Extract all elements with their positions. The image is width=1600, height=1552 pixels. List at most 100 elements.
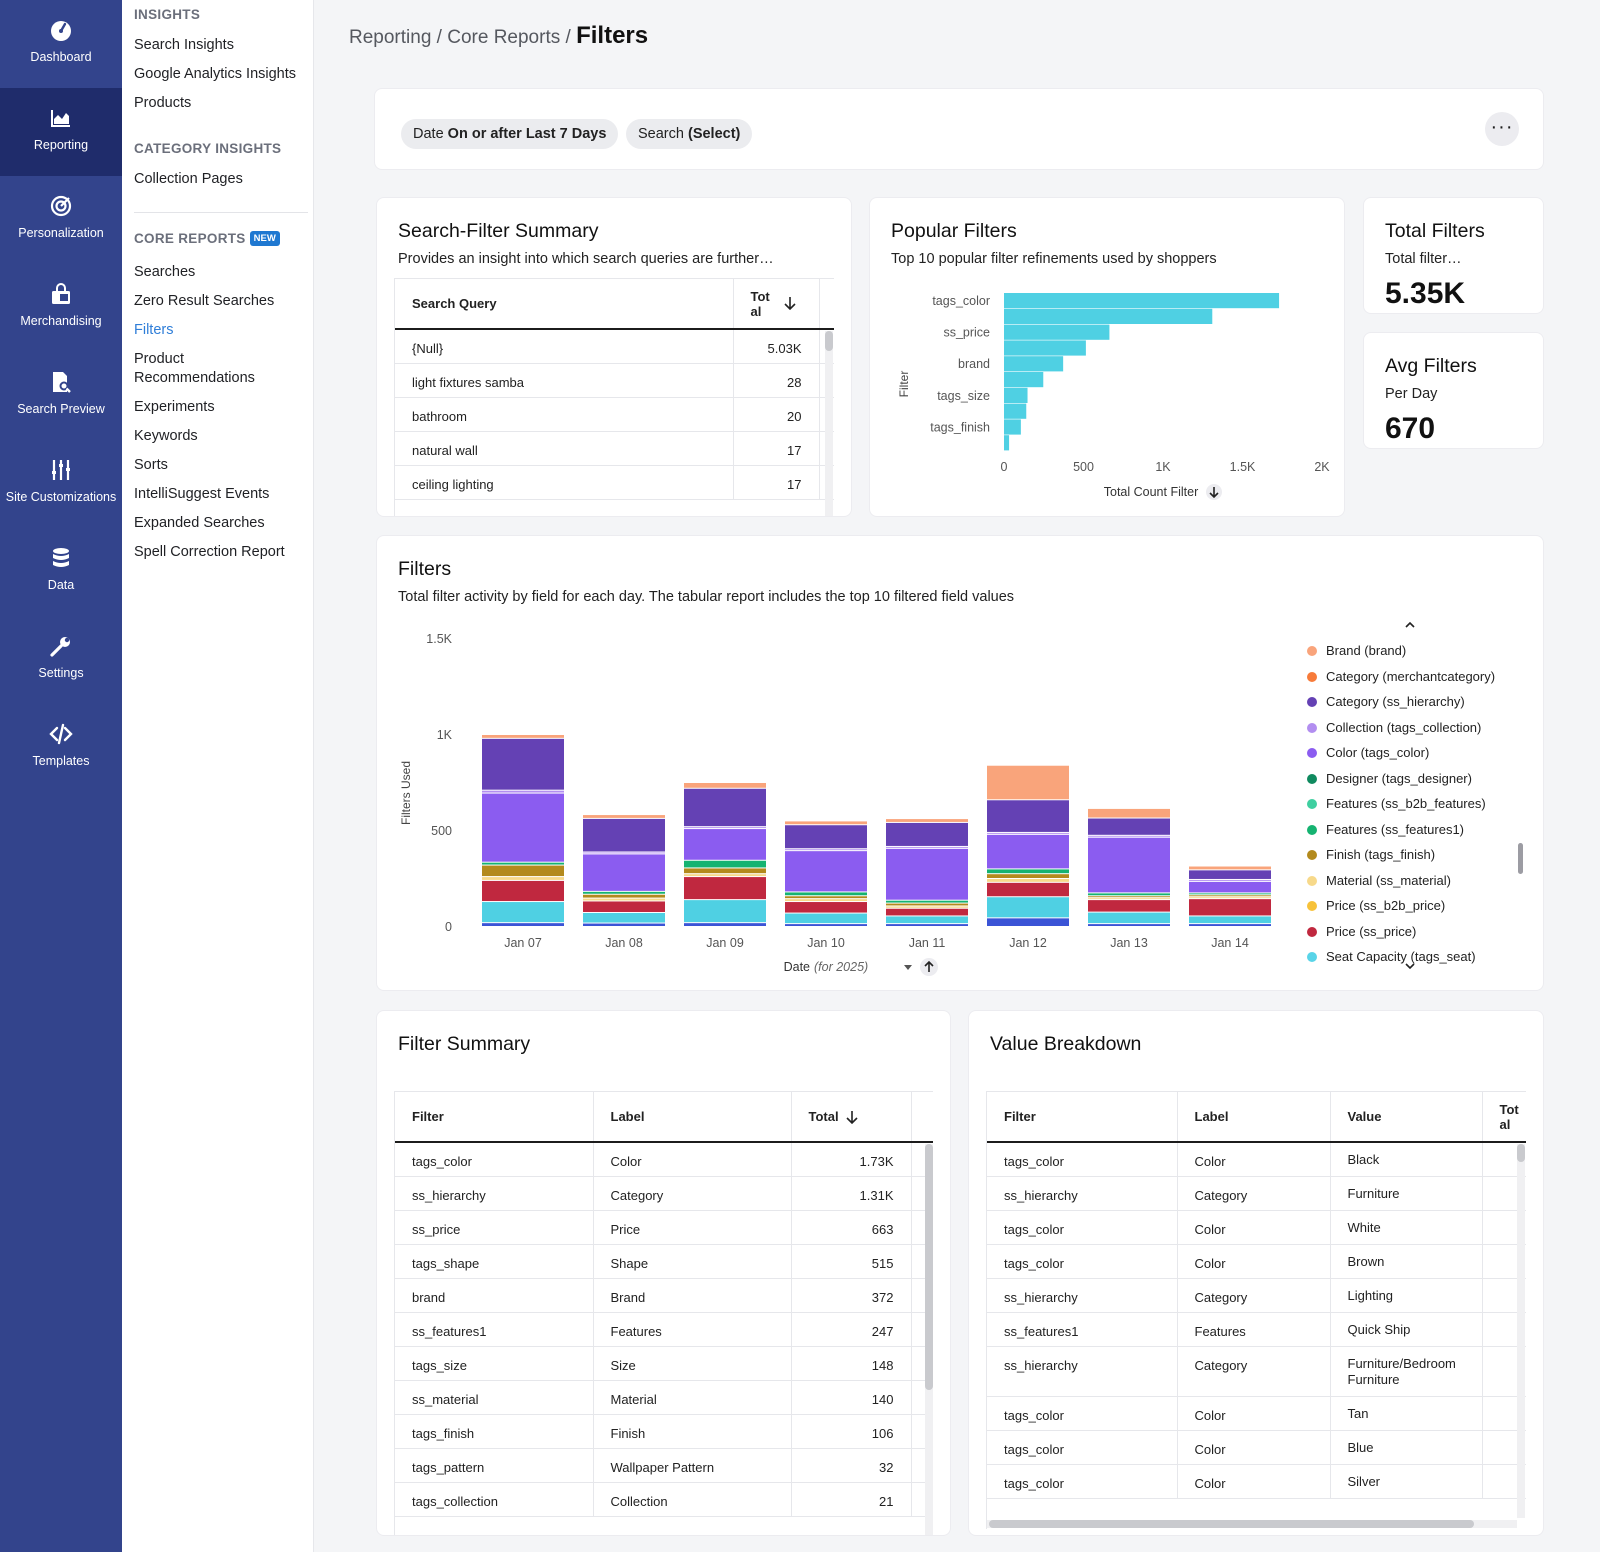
bar-ss_features1[interactable] xyxy=(1004,372,1044,388)
table-row[interactable]: tags_shape Shape 515 xyxy=(395,1244,933,1279)
legend-item[interactable]: Price (ss_price) xyxy=(1307,924,1416,939)
subnav-link-keywords[interactable]: Keywords xyxy=(134,428,198,444)
table-row[interactable]: ss_hierarchy Category Lighting xyxy=(987,1278,1526,1313)
table-row[interactable]: tags_finish Finish 106 xyxy=(395,1414,933,1449)
legend-item[interactable]: Features (ss_features1) xyxy=(1307,822,1464,837)
search-filter-pill[interactable]: Search (Select) xyxy=(626,119,753,149)
table-row[interactable]: tags_color Color Blue xyxy=(987,1430,1526,1465)
date-filter-pill[interactable]: Date On or after Last 7 Days xyxy=(401,119,619,149)
col-header-value[interactable]: Value xyxy=(1330,1092,1483,1143)
col-header-search-query[interactable]: Search Query xyxy=(395,279,734,330)
bar-segment[interactable] xyxy=(1088,912,1170,924)
rail-item-search-preview[interactable]: Search Preview xyxy=(0,352,122,440)
bar-segment[interactable] xyxy=(482,923,564,926)
legend-item[interactable]: Designer (tags_designer) xyxy=(1307,771,1472,786)
bar-segment[interactable] xyxy=(1088,837,1170,893)
bar-brand[interactable] xyxy=(1004,356,1064,372)
bar-segment[interactable] xyxy=(886,916,968,924)
more-options-button[interactable]: ··· xyxy=(1485,112,1519,146)
bar-segment[interactable] xyxy=(482,738,564,790)
bar-segment[interactable] xyxy=(1189,924,1271,926)
bar-segment[interactable] xyxy=(1088,893,1170,896)
bar-tags_pattern[interactable] xyxy=(1004,435,1010,451)
subnav-link-filters[interactable]: Filters xyxy=(134,322,174,338)
bar-segment[interactable] xyxy=(785,902,867,913)
bar-segment[interactable] xyxy=(886,900,968,903)
bar-segment[interactable] xyxy=(1088,898,1170,900)
bar-segment[interactable] xyxy=(583,894,665,898)
col-header-total[interactable]: Total xyxy=(791,1092,912,1143)
bar-segment[interactable] xyxy=(785,896,867,899)
subnav-link-sorts[interactable]: Sorts xyxy=(134,457,168,473)
bar-segment[interactable] xyxy=(482,902,564,923)
legend-item[interactable]: Color (tags_color) xyxy=(1307,745,1429,760)
bar-segment[interactable] xyxy=(1088,896,1170,898)
subnav-link-intellisuggest-events[interactable]: IntelliSuggest Events xyxy=(134,486,270,502)
table-row[interactable]: tags_color Color Brown xyxy=(987,1244,1526,1279)
legend-item[interactable]: Category (ss_hierarchy) xyxy=(1307,694,1465,709)
bar-segment[interactable] xyxy=(482,793,564,862)
legend-item[interactable]: Category (merchantcategory) xyxy=(1307,669,1495,684)
bar-segment[interactable] xyxy=(886,822,968,846)
bar-segment[interactable] xyxy=(1088,835,1170,837)
table-row[interactable]: tags_pattern Wallpaper Pattern 32 xyxy=(395,1448,933,1483)
bar-segment[interactable] xyxy=(684,788,766,827)
bar-segment[interactable] xyxy=(482,865,564,877)
bar-segment[interactable] xyxy=(886,903,968,906)
bar-segment[interactable] xyxy=(987,879,1069,882)
bar-segment[interactable] xyxy=(1189,866,1271,870)
breadcrumb-reporting[interactable]: Reporting xyxy=(349,27,432,48)
subnav-link-product-recommendations[interactable]: Product Recommendations xyxy=(134,351,255,386)
bar-segment[interactable] xyxy=(886,924,968,926)
rail-item-settings[interactable]: Settings xyxy=(0,616,122,704)
subnav-link-products[interactable]: Products xyxy=(134,95,192,111)
rail-item-data[interactable]: Data xyxy=(0,528,122,616)
rail-item-reporting[interactable]: Reporting xyxy=(0,88,122,176)
bar-segment[interactable] xyxy=(785,821,867,825)
table-row[interactable]: bathroom 20 xyxy=(395,397,834,432)
subnav-link-zero-result-searches[interactable]: Zero Result Searches xyxy=(134,293,275,309)
rail-item-templates[interactable]: Templates xyxy=(0,704,122,792)
bar-segment[interactable] xyxy=(684,829,766,860)
bar-segment[interactable] xyxy=(1088,808,1170,818)
bar-segment[interactable] xyxy=(684,877,766,900)
bar-segment[interactable] xyxy=(482,735,564,738)
bar-segment[interactable] xyxy=(684,900,766,923)
bar-segment[interactable] xyxy=(583,923,665,926)
table-row[interactable]: tags_color Color Black xyxy=(987,1142,1526,1177)
table-row[interactable]: ss_hierarchy Category Furniture/Bedroom Fu… xyxy=(987,1346,1526,1397)
dropdown-caret-icon[interactable] xyxy=(904,965,912,970)
bar-segment[interactable] xyxy=(583,891,665,894)
table-row[interactable]: tags_color Color 1.73K xyxy=(395,1142,933,1177)
table-row[interactable]: ceiling lighting 17 xyxy=(395,465,834,500)
bar-segment[interactable] xyxy=(987,800,1069,832)
bar-segment[interactable] xyxy=(684,868,766,874)
subnav-link-search-insights[interactable]: Search Insights xyxy=(134,37,234,53)
bar-segment[interactable] xyxy=(886,906,968,908)
scrollbar-thumb[interactable] xyxy=(925,1144,933,1390)
bar-segment[interactable] xyxy=(583,854,665,891)
bar-segment[interactable] xyxy=(1088,900,1170,912)
subnav-link-ga-insights[interactable]: Google Analytics Insights xyxy=(134,66,297,82)
bar-segment[interactable] xyxy=(684,827,766,829)
table-row[interactable]: brand Brand 372 xyxy=(395,1278,933,1313)
rail-item-merchandising[interactable]: Merchandising xyxy=(0,264,122,352)
bar-segment[interactable] xyxy=(785,825,867,849)
sort-asc-icon[interactable] xyxy=(920,958,938,976)
table-row[interactable]: ss_hierarchy Category Furniture xyxy=(987,1176,1526,1211)
bar-segment[interactable] xyxy=(1088,818,1170,835)
bar-ss_price[interactable] xyxy=(1004,324,1110,340)
col-header-label[interactable]: Label xyxy=(593,1092,792,1143)
col-header-total[interactable]: Tot al xyxy=(733,279,820,330)
bar-segment[interactable] xyxy=(987,832,1069,834)
table-row[interactable]: {Null} 5.03K xyxy=(395,329,834,364)
bar-segment[interactable] xyxy=(785,849,867,851)
breadcrumb-core-reports[interactable]: Core Reports xyxy=(447,27,561,48)
bar-segment[interactable] xyxy=(785,892,867,896)
bar-ss_hierarchy[interactable] xyxy=(1004,308,1213,324)
legend-item[interactable]: Price (ss_b2b_price) xyxy=(1307,898,1445,913)
table-row[interactable]: light fixtures samba 28 xyxy=(395,363,834,398)
bar-tags_shape[interactable] xyxy=(1004,340,1086,356)
bar-segment[interactable] xyxy=(1088,924,1170,926)
